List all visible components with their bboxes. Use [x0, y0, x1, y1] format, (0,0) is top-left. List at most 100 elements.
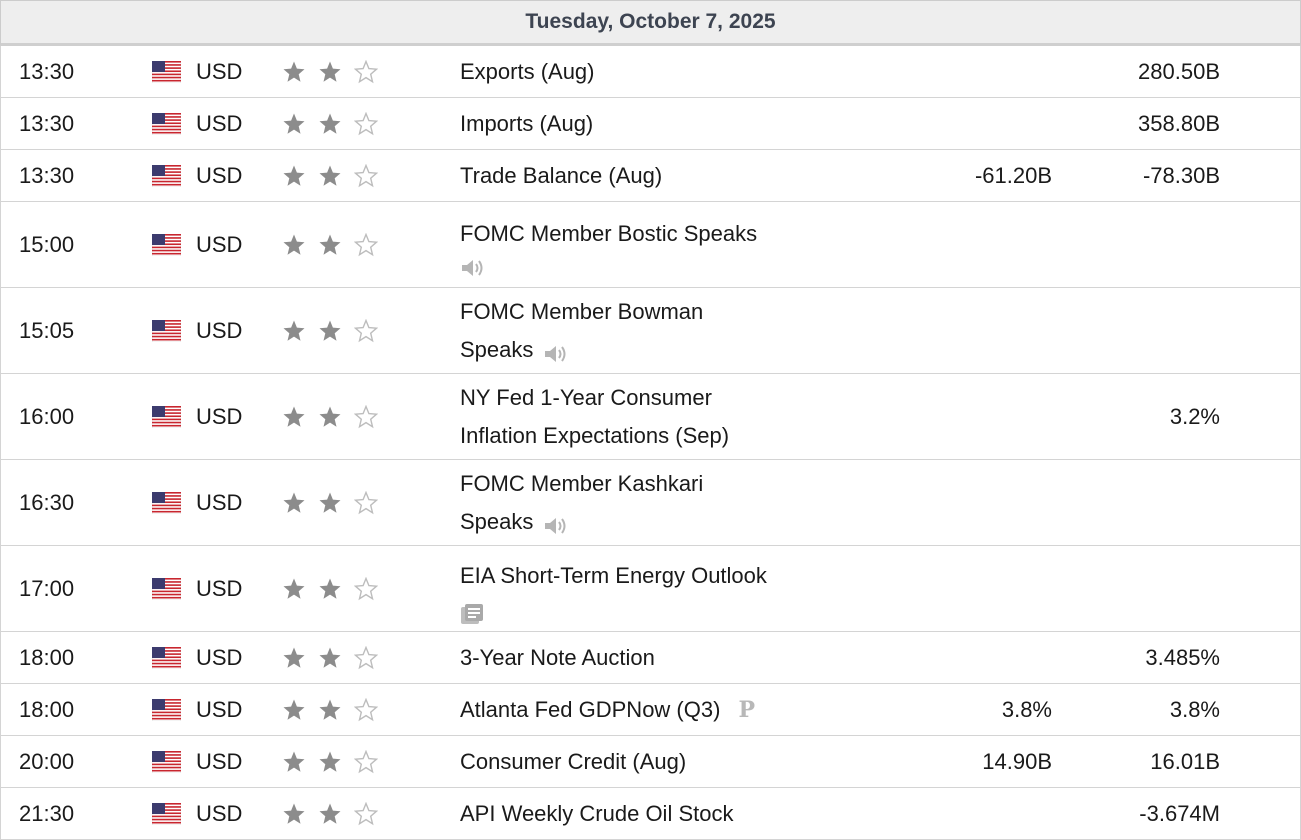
us-flag-icon — [152, 788, 181, 839]
event-name-line1: 3-Year Note Auction — [460, 639, 655, 677]
event-time: 18:00 — [19, 696, 75, 722]
event-name-text: FOMC Member Kashkari — [460, 470, 704, 496]
us-flag-icon — [152, 46, 181, 97]
event-name-text-2: Speaks — [460, 508, 534, 534]
star-empty-icon — [354, 59, 378, 84]
currency: USD — [196, 644, 243, 670]
star-filled-icon — [282, 802, 306, 826]
star-filled-icon — [318, 750, 342, 774]
event-name-text: Consumer Credit (Aug) — [460, 748, 687, 774]
table-row[interactable]: 17:00 USD EIA Short-Term Energy Outlook — [0, 546, 1301, 632]
table-row[interactable]: 15:00 USD FOMC Member Bostic Speaks — [0, 202, 1301, 288]
event-name-line1: FOMC Member Bostic Speaks — [460, 215, 757, 253]
star-filled-icon — [318, 233, 342, 257]
importance-stars — [282, 788, 378, 839]
previous-value: 3.485% — [1145, 644, 1220, 670]
event-time: 17:00 — [19, 575, 75, 601]
star-empty-icon — [354, 111, 378, 136]
event-name-line2: Speaks — [460, 331, 569, 369]
event-name[interactable]: Exports (Aug) — [460, 46, 820, 97]
star-empty-icon — [354, 232, 378, 257]
forecast-value: 3.8% — [1001, 696, 1052, 722]
previous-value: -3.674M — [1139, 800, 1220, 826]
event-name-text: FOMC Member Bowman — [460, 298, 704, 324]
event-name-text: Atlanta Fed GDPNow (Q3) — [460, 696, 721, 722]
event-name-line2 — [460, 253, 486, 276]
table-row[interactable]: 21:30 USD API Weekly Crude Oil Stock -3.674… — [0, 788, 1301, 840]
date-header: Tuesday, October 7, 2025 — [0, 0, 1301, 46]
event-name-line1: FOMC Member Bowman — [460, 293, 703, 331]
event-time: 16:30 — [19, 489, 75, 515]
event-name-line2: Speaks — [460, 503, 569, 541]
event-name[interactable]: 3-Year Note Auction — [460, 632, 820, 683]
speaker-icon — [460, 253, 486, 276]
star-filled-icon — [282, 233, 306, 257]
star-empty-icon — [354, 163, 378, 188]
currency: USD — [196, 162, 243, 188]
event-name-text: Trade Balance (Aug) — [460, 162, 663, 188]
currency: USD — [196, 110, 243, 136]
table-row[interactable]: 13:30 USD Trade Balance (Aug) -61.20B -78.30… — [0, 150, 1301, 202]
table-row[interactable]: 13:30 USD Imports (Aug) 358.80B — [0, 98, 1301, 150]
star-filled-icon — [318, 112, 342, 136]
event-name-text: EIA Short-Term Energy Outlook — [460, 562, 767, 588]
us-flag-icon — [152, 632, 181, 683]
event-time: 21:30 — [19, 800, 75, 826]
event-name[interactable]: FOMC Member Kashkari Speaks — [460, 460, 820, 545]
star-filled-icon — [318, 491, 342, 515]
importance-stars — [282, 632, 378, 683]
star-filled-icon — [318, 698, 342, 722]
event-name[interactable]: FOMC Member Bowman Speaks — [460, 288, 820, 373]
event-name[interactable]: Imports (Aug) — [460, 98, 820, 149]
previous-value: 3.2% — [1169, 403, 1220, 429]
event-time: 18:00 — [19, 644, 75, 670]
star-filled-icon — [282, 646, 306, 670]
event-name[interactable]: Consumer Credit (Aug) — [460, 736, 820, 787]
event-time: 15:00 — [19, 231, 75, 257]
event-name[interactable]: NY Fed 1-Year Consumer Inflation Expectat… — [460, 374, 820, 459]
event-name[interactable]: Trade Balance (Aug) — [460, 150, 820, 201]
importance-stars — [282, 150, 378, 201]
us-flag-icon — [152, 736, 181, 787]
currency: USD — [196, 748, 243, 774]
event-name-text: FOMC Member Bostic Speaks — [460, 220, 758, 246]
us-flag-icon — [152, 150, 181, 201]
event-time: 15:05 — [19, 317, 75, 343]
table-row[interactable]: 20:00 USD Consumer Credit (Aug) 14.90B 16.01… — [0, 736, 1301, 788]
us-flag-icon — [152, 546, 181, 631]
event-name[interactable]: Atlanta Fed GDPNow (Q3) P — [460, 684, 820, 735]
event-name-line1: Trade Balance (Aug) — [460, 157, 662, 195]
currency: USD — [196, 696, 243, 722]
currency: USD — [196, 489, 243, 515]
speaker-icon — [543, 511, 569, 534]
previous-value: 16.01B — [1150, 748, 1220, 774]
star-filled-icon — [282, 60, 306, 84]
us-flag-icon — [152, 98, 181, 149]
event-name-line1: EIA Short-Term Energy Outlook — [460, 557, 767, 595]
star-filled-icon — [282, 164, 306, 188]
forecast-value: 14.90B — [982, 748, 1052, 774]
event-name[interactable]: FOMC Member Bostic Speaks — [460, 202, 820, 287]
table-row[interactable]: 16:00 USD NY Fed 1-Year Consumer Inflation … — [0, 374, 1301, 460]
star-empty-icon — [354, 749, 378, 774]
us-flag-icon — [152, 202, 181, 287]
event-name[interactable]: EIA Short-Term Energy Outlook — [460, 546, 820, 631]
importance-stars — [282, 46, 378, 97]
event-name-text: Exports (Aug) — [460, 58, 595, 84]
table-row[interactable]: 13:30 USD Exports (Aug) 280.50B — [0, 46, 1301, 98]
event-name-line1: API Weekly Crude Oil Stock — [460, 795, 733, 833]
star-filled-icon — [282, 319, 306, 343]
previous-value: 3.8% — [1169, 696, 1220, 722]
table-row[interactable]: 18:00 USD Atlanta Fed GDPNow (Q3) P 3.8% 3.8% — [0, 684, 1301, 736]
event-name[interactable]: API Weekly Crude Oil Stock — [460, 788, 820, 839]
forecast-value: -61.20B — [974, 162, 1052, 188]
table-row[interactable]: 16:30 USD FOMC Member Kashkari Speaks — [0, 460, 1301, 546]
event-name-text: API Weekly Crude Oil Stock — [460, 800, 734, 826]
table-row[interactable]: 15:05 USD FOMC Member Bowman Speaks — [0, 288, 1301, 374]
importance-stars — [282, 288, 378, 373]
table-row[interactable]: 18:00 USD 3-Year Note Auction 3.485% — [0, 632, 1301, 684]
report-icon — [460, 599, 484, 624]
importance-stars — [282, 546, 378, 631]
event-name-text: 3-Year Note Auction — [460, 644, 655, 670]
event-time: 13:30 — [19, 110, 75, 136]
